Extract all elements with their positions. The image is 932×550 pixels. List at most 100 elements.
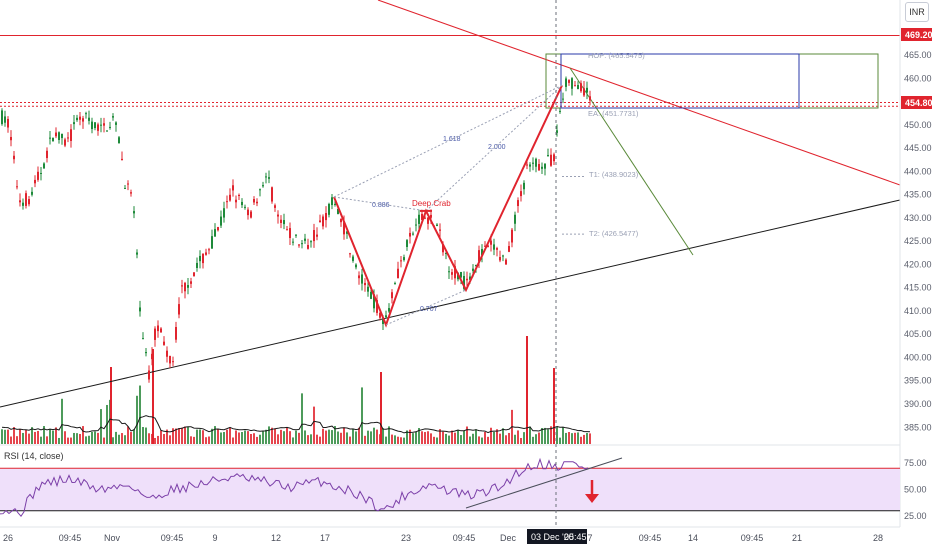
volume-bar [217,428,219,444]
candle-body [133,211,135,214]
volume-bar [589,433,591,444]
volume-bar [397,436,399,444]
candle [298,243,300,248]
candle-body [349,253,351,255]
candle-body [187,285,189,288]
volume-bar [517,430,519,444]
candle [121,151,123,161]
candle-body [286,229,288,231]
volume-bar [187,426,189,444]
volume-bar [223,432,225,444]
candle-body [67,137,69,139]
volume-bar [520,437,522,444]
volume-bar [448,435,450,444]
volume-bar [34,431,36,444]
volume-bar [196,429,198,444]
candle [169,355,171,368]
candle [358,271,360,285]
candle-body [175,327,177,340]
volume-bar [85,436,87,444]
volume-bar [232,437,234,444]
volume-bar [577,432,579,444]
candle-body [151,353,153,360]
volume-bar [412,433,414,444]
volume-bar [190,436,192,444]
candle-body [316,234,318,237]
volume-bar [550,426,552,444]
candle-body [64,139,66,146]
price-tick-label: 450.00 [904,120,932,130]
volume-bar [152,349,154,444]
candle-body [505,259,507,265]
candle-body [148,370,150,380]
candle-body [25,193,27,206]
volume-bar [307,435,309,444]
candle [553,152,555,165]
candle [397,261,399,279]
volume-bar [25,430,27,444]
volume-bar [37,430,39,444]
volume-bar [58,437,60,444]
candle-body [319,220,321,223]
price-tick-label: 460.00 [904,73,932,83]
rsi-tick-label: 25.00 [904,511,927,521]
candle [403,254,405,262]
candle [544,163,546,176]
candle-body [16,186,18,188]
candle-body [346,231,348,234]
candle-body [241,201,243,206]
candle [142,332,144,340]
prz-ea-label: EA: (451.7731) [588,109,639,118]
volume-bar [283,431,285,444]
time-axis[interactable]: 26 09:45 Nov 09:45 9 12 17 23 09:45 Dec 7 09:45 14 09… [3,533,883,543]
candle [316,227,318,241]
candle-body [202,253,204,264]
candle-body [166,350,168,357]
volume-bar [22,432,24,444]
candle-body [214,229,216,237]
currency-button[interactable]: INR [905,2,929,22]
volume-bar [286,427,288,444]
rsi-header[interactable]: RSI (14, close) [4,451,64,461]
candle-body [526,164,528,166]
volume-bar [340,432,342,444]
volume-bar [487,436,489,444]
candle-body [391,292,393,299]
candle-body [85,113,87,115]
candle-body [451,272,453,275]
rsi-tick-label: 75.00 [904,458,927,468]
target-t1-label: T1: (438.9023) [589,170,639,179]
candle [187,278,189,295]
candle-body [580,83,582,92]
candle-body [511,229,513,243]
candle [148,365,150,383]
candle [157,320,159,338]
volume-bar [400,437,402,444]
candle [115,121,117,132]
candle [502,254,504,262]
candle-body [250,211,252,218]
volume-bar [478,436,480,444]
volume-bar [145,427,147,444]
candle [118,135,120,144]
candle [412,231,414,236]
candle-body [61,133,63,139]
candle [406,238,408,251]
candle [577,81,579,90]
ratio-label-bd: 2.000 [488,144,506,151]
candle [541,162,543,175]
candle-body [106,130,108,132]
candle [292,238,294,246]
candle-body [532,162,534,164]
volume-bar [442,431,444,444]
candle [394,281,396,285]
volume-bar [313,406,315,444]
rsi-line [0,457,589,518]
candle-body [547,154,549,156]
candle-body [88,117,90,121]
candle-body [34,179,36,184]
candle [349,252,351,258]
volume-bar [94,431,96,444]
